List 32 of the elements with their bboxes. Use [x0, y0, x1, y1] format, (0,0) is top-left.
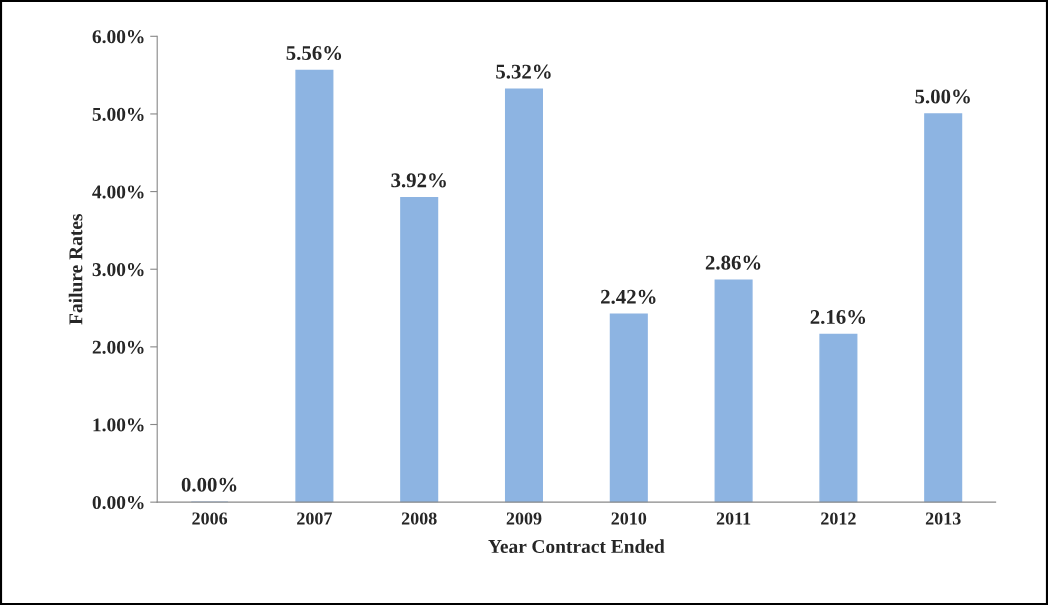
x-tick-label: 2013 — [925, 512, 961, 525]
x-tick-label: 2007 — [297, 512, 333, 525]
data-label: 2.86% — [705, 255, 761, 270]
data-label: 5.32% — [496, 64, 551, 79]
x-tick-label: 2006 — [192, 512, 228, 525]
data-label: 2.16% — [810, 309, 866, 325]
y-tick-label: 6.00% — [92, 30, 144, 44]
y-tick-label: 5.00% — [92, 107, 144, 121]
bar — [295, 69, 334, 503]
bar — [924, 113, 963, 503]
bar — [819, 333, 858, 503]
data-label: 0.00% — [181, 477, 237, 492]
y-tick-label: 1.00% — [93, 418, 144, 432]
bar — [504, 88, 544, 503]
x-tick-label: 2012 — [821, 512, 856, 525]
data-label: 3.92% — [391, 173, 446, 188]
y-tick-label: 0.00% — [92, 495, 144, 510]
x-tick-label: 2008 — [401, 512, 437, 525]
data-label: 5.00% — [915, 89, 970, 104]
data-label: 5.56% — [286, 45, 342, 61]
x-tick-label: 2011 — [716, 512, 751, 525]
x-tick-label: 2009 — [506, 512, 542, 525]
bar — [714, 279, 753, 503]
x-axis-title: Year Contract Ended — [488, 539, 665, 554]
data-label: 2.42% — [601, 289, 656, 304]
y-tick-label: 3.00% — [92, 263, 144, 277]
y-axis-title: Failure Rates — [68, 213, 83, 325]
bar — [400, 197, 439, 503]
y-tick-label: 2.00% — [92, 340, 144, 354]
y-tick-label: 4.00% — [92, 185, 144, 199]
x-tick-label: 2010 — [611, 512, 647, 525]
bar — [609, 313, 648, 503]
